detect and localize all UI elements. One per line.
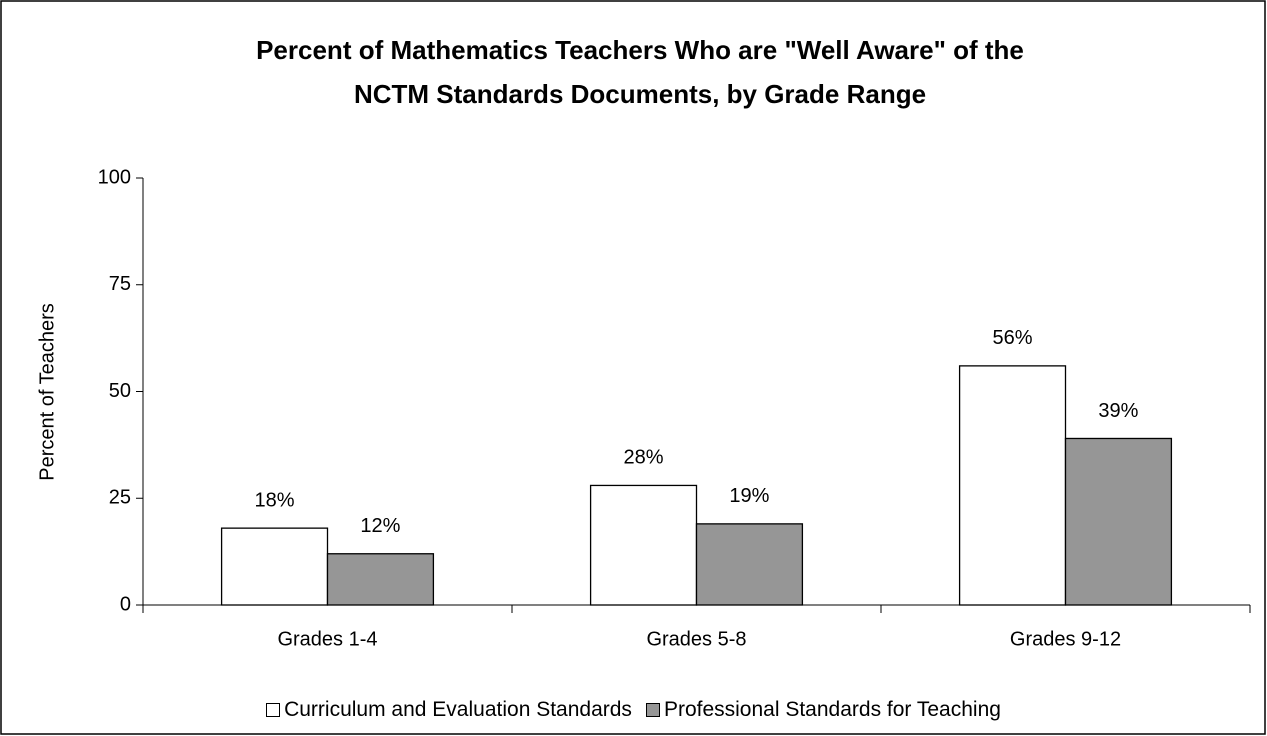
y-tick-label: 75 — [109, 273, 131, 295]
y-tick-label: 0 — [120, 593, 131, 615]
x-tick-label: Grades 5-8 — [646, 628, 746, 650]
y-tick-label: 25 — [109, 487, 131, 509]
chart-title: Percent of Mathematics Teachers Who are … — [256, 35, 1024, 65]
legend-label: Curriculum and Evaluation Standards — [284, 698, 632, 721]
chart-title: NCTM Standards Documents, by Grade Range — [354, 79, 926, 109]
data-label: 28% — [624, 447, 664, 469]
y-tick-label: 100 — [98, 166, 131, 188]
legend-item: Curriculum and Evaluation Standards — [266, 698, 632, 722]
y-axis-label: Percent of Teachers — [36, 303, 58, 481]
legend-label: Professional Standards for Teaching — [663, 698, 1001, 721]
legend-swatch — [645, 703, 660, 717]
data-label: 56% — [993, 327, 1033, 349]
data-label: 19% — [729, 485, 769, 507]
bar — [326, 553, 435, 606]
bar — [220, 527, 329, 606]
legend-swatch — [266, 703, 281, 717]
bar — [589, 484, 698, 606]
bar — [1064, 437, 1173, 606]
data-label: 18% — [255, 489, 295, 511]
legend: Curriculum and Evaluation Standards Profe… — [0, 698, 1267, 722]
data-label: 39% — [1098, 400, 1138, 422]
bar — [958, 365, 1067, 606]
data-label: 12% — [360, 515, 400, 537]
x-tick-label: Grades 9-12 — [1010, 628, 1121, 650]
y-tick-label: 50 — [109, 380, 131, 402]
bar — [695, 523, 804, 606]
legend-item: Professional Standards for Teaching — [645, 698, 1001, 722]
x-tick-label: Grades 1-4 — [277, 628, 377, 650]
